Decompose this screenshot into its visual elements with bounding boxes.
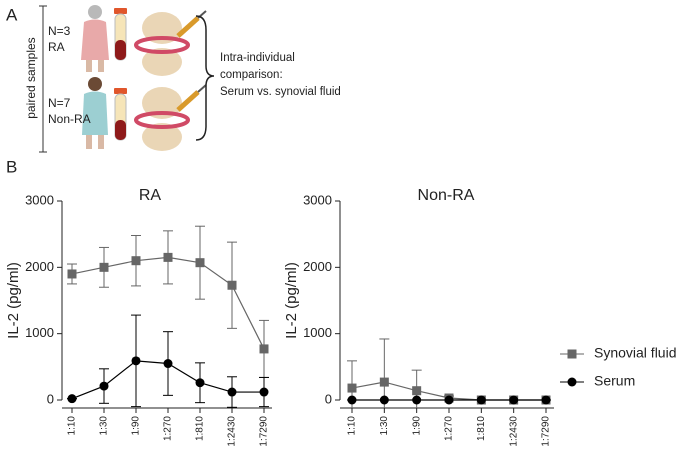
data-point xyxy=(379,395,389,405)
data-point xyxy=(195,258,205,268)
x-tick-label: 1:810 xyxy=(195,416,206,441)
data-point xyxy=(444,395,454,405)
data-point xyxy=(412,386,422,396)
y-tick-label: 2000 xyxy=(25,259,54,274)
group-n: N=3 xyxy=(48,24,71,38)
legend-label: Synovial fluid xyxy=(594,345,677,361)
comparison-text: comparison: xyxy=(220,69,283,81)
y-axis-label: IL-2 (pg/ml) xyxy=(5,262,22,339)
data-point xyxy=(131,256,141,266)
x-tick-label: 1:90 xyxy=(411,416,422,436)
x-tick-label: 1:30 xyxy=(99,416,110,436)
y-axis-label: IL-2 (pg/ml) xyxy=(283,262,300,339)
data-point xyxy=(509,395,519,405)
x-tick-label: 1:810 xyxy=(476,416,487,441)
x-tick-label: 1:2430 xyxy=(227,416,238,447)
panel-label: B xyxy=(6,157,17,176)
data-point xyxy=(227,387,237,397)
data-point xyxy=(541,395,551,405)
legend-label: Serum xyxy=(594,373,635,389)
data-point xyxy=(259,387,269,397)
data-point xyxy=(227,280,237,290)
data-point xyxy=(412,395,422,405)
group-label: Non-RA xyxy=(48,112,91,126)
legend-marker xyxy=(567,377,577,387)
chart-title: Non-RA xyxy=(418,187,475,204)
y-tick-label: 1000 xyxy=(25,325,54,340)
x-tick-label: 1:270 xyxy=(163,416,174,441)
x-tick-label: 1:30 xyxy=(379,416,390,436)
data-point xyxy=(259,344,269,354)
data-point xyxy=(67,269,77,279)
x-tick-label: 1:7290 xyxy=(541,416,552,447)
illustration xyxy=(39,5,215,153)
x-tick-label: 1:10 xyxy=(67,416,78,436)
data-point xyxy=(131,356,141,366)
x-tick-label: 1:270 xyxy=(444,416,455,441)
data-point xyxy=(163,359,173,369)
plot-area xyxy=(67,225,269,408)
data-point xyxy=(67,394,77,404)
chart-title: RA xyxy=(139,187,162,204)
comparison-text: Serum vs. synovial fluid xyxy=(220,86,341,98)
data-point xyxy=(195,378,205,388)
data-point xyxy=(347,383,357,393)
data-point xyxy=(379,377,389,387)
y-tick-label: 0 xyxy=(325,391,332,406)
legend-marker xyxy=(567,349,577,359)
data-point xyxy=(99,262,109,272)
data-point xyxy=(347,395,357,405)
y-tick-label: 2000 xyxy=(303,259,332,274)
panel-label: A xyxy=(6,5,18,24)
comparison-text: Intra-individual xyxy=(220,52,295,64)
data-point xyxy=(476,395,486,405)
group-label: RA xyxy=(48,40,65,54)
x-tick-label: 1:2430 xyxy=(508,416,519,447)
y-tick-label: 1000 xyxy=(303,325,332,340)
y-tick-label: 0 xyxy=(47,391,54,406)
data-point xyxy=(163,252,173,262)
axis-label: paired samples xyxy=(24,37,38,118)
y-tick-label: 3000 xyxy=(25,192,54,207)
x-tick-label: 1:90 xyxy=(131,416,142,436)
data-point xyxy=(99,381,109,391)
group-n: N=7 xyxy=(48,96,71,110)
x-tick-label: 1:10 xyxy=(347,416,358,436)
x-tick-label: 1:7290 xyxy=(259,416,270,447)
y-tick-label: 3000 xyxy=(303,192,332,207)
plot-area xyxy=(347,338,551,408)
